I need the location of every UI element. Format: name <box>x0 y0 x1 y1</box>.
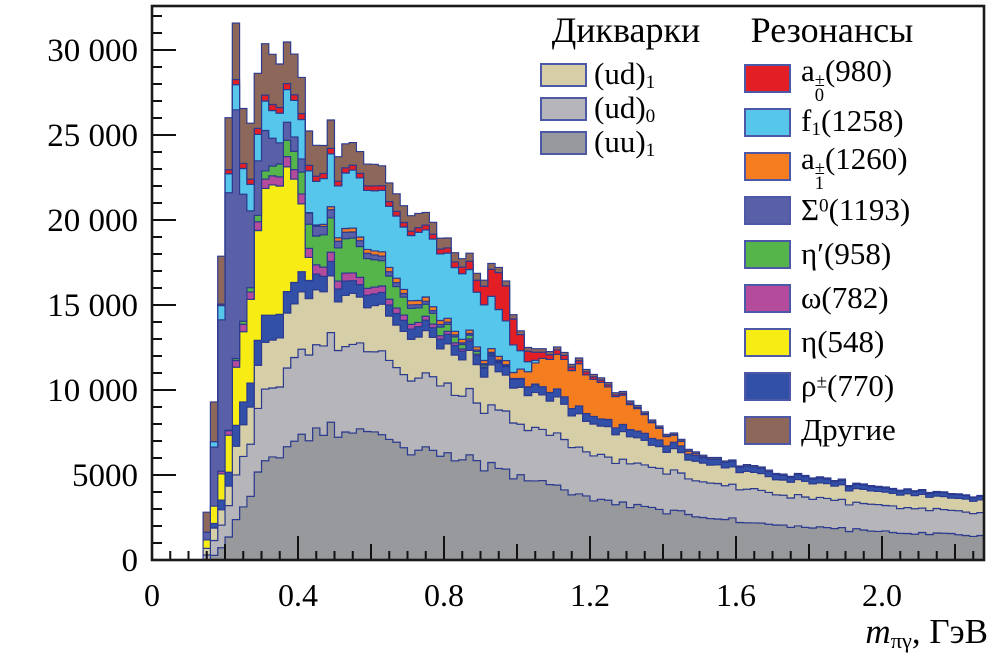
legend-label-etaprime-958: η′(958) <box>801 236 892 271</box>
legend-swatch-a0-980 <box>744 63 791 93</box>
legend-entry-uu1-diquark: (uu)1 <box>520 123 732 162</box>
legend-entry-a0-980: a ±0 (980) <box>722 53 942 104</box>
legend-entry-others: Другие <box>722 408 942 452</box>
legend-label-ud1-diquark: (ud)1 <box>594 55 656 94</box>
legend-resonances-rows: a ±0 (980) f1(1258) a ±1 (1260) Σ0(1193) η′(958)… <box>722 53 942 452</box>
layer-others <box>202 22 983 533</box>
legend-label-f1-1258: f1(1258) <box>801 102 904 141</box>
legend-entry-f1-1258: f1(1258) <box>722 100 942 144</box>
x-tick-label: 0.8 <box>424 577 464 613</box>
legend-entry-ud0-diquark: (ud)0 <box>520 89 732 128</box>
legend-resonances: Резонансы a ±0 (980) f1(1258) a ±1 (1260) Σ0(11… <box>722 10 942 452</box>
legend-entry-ud1-diquark: (ud)1 <box>520 55 732 94</box>
legend-swatch-sigma0-1193 <box>744 195 791 225</box>
legend-swatch-ud1-diquark <box>540 63 587 87</box>
legend-swatch-rho-770 <box>744 371 791 401</box>
legend-label-ud0-diquark: (ud)0 <box>594 89 656 128</box>
legend-diquarks: Дикварки (ud)1 (ud)0 (uu)1 <box>520 10 732 162</box>
legend-label-eta-548: η(548) <box>801 324 885 359</box>
legend-entry-eta-548: η(548) <box>722 320 942 364</box>
y-tick-label: 15 000 <box>47 288 138 324</box>
legend-entry-rho-770: ρ±(770) <box>722 364 942 408</box>
plot-frame <box>150 4 986 562</box>
x-tick-label: 0 <box>144 577 160 613</box>
legend-swatch-etaprime-958 <box>744 239 791 269</box>
legend-entry-etaprime-958: η′(958) <box>722 232 942 276</box>
x-axis-title-symbol: m <box>865 612 891 651</box>
legend-swatch-eta-548 <box>744 327 791 357</box>
legend-entry-a1-1260: a ±1 (1260) <box>722 141 942 192</box>
histogram-layers <box>202 22 983 560</box>
x-tick-label: 1.6 <box>716 577 756 613</box>
legend-swatch-uu1-diquark <box>540 131 587 155</box>
legend-swatch-ud0-diquark <box>540 97 587 121</box>
legend-entry-omega-782: ω(782) <box>722 276 942 320</box>
legend-swatch-a1-1260 <box>744 151 791 181</box>
y-tick-label: 30 000 <box>47 33 138 69</box>
legend-swatch-others <box>744 415 791 445</box>
legend-label-sigma0-1193: Σ0(1193) <box>801 192 911 227</box>
legend-swatch-omega-782 <box>744 283 791 313</box>
y-tick-label: 25 000 <box>47 118 138 154</box>
legend-label-a1-1260: a ±1 (1260) <box>801 140 908 194</box>
x-tick-label: 1.2 <box>570 577 610 613</box>
legend-label-uu1-diquark: (uu)1 <box>594 123 656 162</box>
y-tick-label: 20 000 <box>47 203 138 239</box>
x-axis-title-subscript: πγ <box>890 627 912 653</box>
legend-resonances-title: Резонансы <box>750 10 914 50</box>
x-tick-label: 0.4 <box>278 577 318 613</box>
legend-entry-sigma0-1193: Σ0(1193) <box>722 188 942 232</box>
legend-label-others: Другие <box>801 412 896 447</box>
legend-label-a0-980: a ±0 (980) <box>801 52 893 106</box>
legend-diquarks-title: Дикварки <box>551 10 701 50</box>
legend-swatch-f1-1258 <box>744 107 791 137</box>
y-tick-label: 0 <box>122 543 139 579</box>
x-axis-title: mπγ, ГэВ <box>865 612 988 654</box>
y-tick-label: 10 000 <box>47 373 138 409</box>
x-axis-title-units: , ГэВ <box>911 612 988 651</box>
legend-label-rho-770: ρ±(770) <box>801 368 895 403</box>
legend-diquarks-rows: (ud)1 (ud)0 (uu)1 <box>520 55 732 162</box>
x-tick-label: 2.0 <box>862 577 902 613</box>
y-tick-label: 5000 <box>72 458 138 494</box>
legend-label-omega-782: ω(782) <box>801 280 889 315</box>
